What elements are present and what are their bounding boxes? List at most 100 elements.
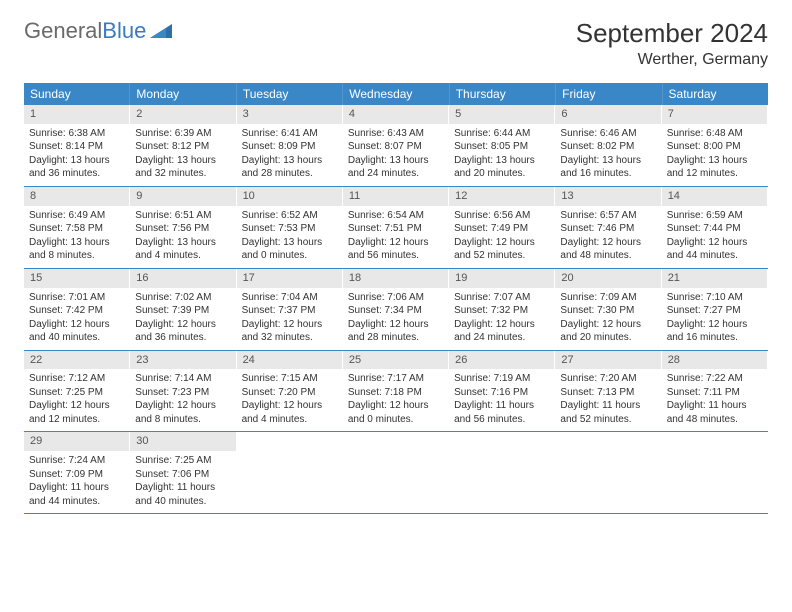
day-number: 16 bbox=[130, 269, 235, 288]
sunset-text: Sunset: 7:51 PM bbox=[348, 222, 443, 236]
sunrise-text: Sunrise: 7:19 AM bbox=[454, 372, 549, 386]
day-body: Sunrise: 6:41 AMSunset: 8:09 PMDaylight:… bbox=[237, 124, 342, 186]
day-number: 25 bbox=[343, 351, 448, 370]
daylight-text: Daylight: 12 hours and 12 minutes. bbox=[29, 399, 124, 426]
day-number: 18 bbox=[343, 269, 448, 288]
daylight-text: Daylight: 12 hours and 8 minutes. bbox=[135, 399, 230, 426]
daylight-text: Daylight: 12 hours and 4 minutes. bbox=[242, 399, 337, 426]
sunrise-text: Sunrise: 6:41 AM bbox=[242, 127, 337, 141]
sunset-text: Sunset: 7:13 PM bbox=[560, 386, 655, 400]
day-cell: 14Sunrise: 6:59 AMSunset: 7:44 PMDayligh… bbox=[662, 187, 768, 268]
sunrise-text: Sunrise: 6:46 AM bbox=[560, 127, 655, 141]
daylight-text: Daylight: 11 hours and 56 minutes. bbox=[454, 399, 549, 426]
logo: GeneralBlue bbox=[24, 18, 172, 44]
sunset-text: Sunset: 8:05 PM bbox=[454, 140, 549, 154]
sunset-text: Sunset: 8:02 PM bbox=[560, 140, 655, 154]
day-cell: 1Sunrise: 6:38 AMSunset: 8:14 PMDaylight… bbox=[24, 105, 130, 186]
daylight-text: Daylight: 11 hours and 40 minutes. bbox=[135, 481, 230, 508]
day-number: 13 bbox=[555, 187, 660, 206]
day-body: Sunrise: 6:39 AMSunset: 8:12 PMDaylight:… bbox=[130, 124, 235, 186]
sunrise-text: Sunrise: 7:14 AM bbox=[135, 372, 230, 386]
sunset-text: Sunset: 7:49 PM bbox=[454, 222, 549, 236]
day-body: Sunrise: 6:48 AMSunset: 8:00 PMDaylight:… bbox=[662, 124, 767, 186]
header: GeneralBlue September 2024 Werther, Germ… bbox=[24, 18, 768, 69]
sunrise-text: Sunrise: 6:44 AM bbox=[454, 127, 549, 141]
calendar: Sunday Monday Tuesday Wednesday Thursday… bbox=[24, 83, 768, 514]
day-cell: 13Sunrise: 6:57 AMSunset: 7:46 PMDayligh… bbox=[555, 187, 661, 268]
sunset-text: Sunset: 7:25 PM bbox=[29, 386, 124, 400]
day-number: 19 bbox=[449, 269, 554, 288]
weekday-friday: Friday bbox=[556, 83, 662, 105]
day-body: Sunrise: 6:59 AMSunset: 7:44 PMDaylight:… bbox=[662, 206, 767, 268]
day-cell: 2Sunrise: 6:39 AMSunset: 8:12 PMDaylight… bbox=[130, 105, 236, 186]
day-number: 17 bbox=[237, 269, 342, 288]
day-number: 23 bbox=[130, 351, 235, 370]
day-body: Sunrise: 7:14 AMSunset: 7:23 PMDaylight:… bbox=[130, 369, 235, 431]
sunset-text: Sunset: 7:46 PM bbox=[560, 222, 655, 236]
sunset-text: Sunset: 7:37 PM bbox=[242, 304, 337, 318]
daylight-text: Daylight: 11 hours and 44 minutes. bbox=[29, 481, 124, 508]
day-cell: 7Sunrise: 6:48 AMSunset: 8:00 PMDaylight… bbox=[662, 105, 768, 186]
sunset-text: Sunset: 8:14 PM bbox=[29, 140, 124, 154]
day-body: Sunrise: 7:01 AMSunset: 7:42 PMDaylight:… bbox=[24, 288, 129, 350]
sunset-text: Sunset: 8:09 PM bbox=[242, 140, 337, 154]
daylight-text: Daylight: 11 hours and 48 minutes. bbox=[667, 399, 762, 426]
day-body: Sunrise: 7:09 AMSunset: 7:30 PMDaylight:… bbox=[555, 288, 660, 350]
daylight-text: Daylight: 12 hours and 40 minutes. bbox=[29, 318, 124, 345]
day-body: Sunrise: 7:17 AMSunset: 7:18 PMDaylight:… bbox=[343, 369, 448, 431]
day-cell bbox=[662, 432, 768, 513]
day-cell: 17 Sunrise: 7:04 AMSunset: 7:37 PMDayligh… bbox=[237, 269, 343, 350]
day-number: 11 bbox=[343, 187, 448, 206]
title-block: September 2024 Werther, Germany bbox=[576, 18, 768, 69]
sunrise-text: Sunrise: 7:15 AM bbox=[242, 372, 337, 386]
sunrise-text: Sunrise: 7:20 AM bbox=[560, 372, 655, 386]
day-cell: 19Sunrise: 7:07 AMSunset: 7:32 PMDayligh… bbox=[449, 269, 555, 350]
day-number: 9 bbox=[130, 187, 235, 206]
weekday-tuesday: Tuesday bbox=[237, 83, 343, 105]
day-body: Sunrise: 6:46 AMSunset: 8:02 PMDaylight:… bbox=[555, 124, 660, 186]
day-number: 30 bbox=[130, 432, 235, 451]
day-cell: 18Sunrise: 7:06 AMSunset: 7:34 PMDayligh… bbox=[343, 269, 449, 350]
week-row: 1Sunrise: 6:38 AMSunset: 8:14 PMDaylight… bbox=[24, 105, 768, 187]
day-number: 15 bbox=[24, 269, 129, 288]
sunrise-text: Sunrise: 7:01 AM bbox=[29, 291, 124, 305]
day-cell: 29Sunrise: 7:24 AMSunset: 7:09 PMDayligh… bbox=[24, 432, 130, 513]
day-body: Sunrise: 6:54 AMSunset: 7:51 PMDaylight:… bbox=[343, 206, 448, 268]
day-body: Sunrise: 7:15 AMSunset: 7:20 PMDaylight:… bbox=[237, 369, 342, 431]
daylight-text: Daylight: 12 hours and 32 minutes. bbox=[242, 318, 337, 345]
sunrise-text: Sunrise: 6:49 AM bbox=[29, 209, 124, 223]
day-number: 3 bbox=[237, 105, 342, 124]
day-body: Sunrise: 6:52 AMSunset: 7:53 PMDaylight:… bbox=[237, 206, 342, 268]
day-cell: 26Sunrise: 7:19 AMSunset: 7:16 PMDayligh… bbox=[449, 351, 555, 432]
calendar-body: 1Sunrise: 6:38 AMSunset: 8:14 PMDaylight… bbox=[24, 105, 768, 514]
day-number: 22 bbox=[24, 351, 129, 370]
sunrise-text: Sunrise: 6:39 AM bbox=[135, 127, 230, 141]
weekday-sunday: Sunday bbox=[24, 83, 130, 105]
sunrise-text: Sunrise: 6:57 AM bbox=[560, 209, 655, 223]
daylight-text: Daylight: 13 hours and 12 minutes. bbox=[667, 154, 762, 181]
day-number: 21 bbox=[662, 269, 767, 288]
day-body: Sunrise: 7:02 AMSunset: 7:39 PMDaylight:… bbox=[130, 288, 235, 350]
daylight-text: Daylight: 13 hours and 36 minutes. bbox=[29, 154, 124, 181]
sunrise-text: Sunrise: 6:38 AM bbox=[29, 127, 124, 141]
sunrise-text: Sunrise: 7:04 AM bbox=[242, 291, 337, 305]
daylight-text: Daylight: 13 hours and 16 minutes. bbox=[560, 154, 655, 181]
day-cell bbox=[343, 432, 449, 513]
weekday-thursday: Thursday bbox=[450, 83, 556, 105]
day-cell: 23Sunrise: 7:14 AMSunset: 7:23 PMDayligh… bbox=[130, 351, 236, 432]
sunrise-text: Sunrise: 6:59 AM bbox=[667, 209, 762, 223]
sunset-text: Sunset: 7:27 PM bbox=[667, 304, 762, 318]
week-row: 22Sunrise: 7:12 AMSunset: 7:25 PMDayligh… bbox=[24, 351, 768, 433]
day-number: 7 bbox=[662, 105, 767, 124]
day-cell: 28Sunrise: 7:22 AMSunset: 7:11 PMDayligh… bbox=[662, 351, 768, 432]
day-cell: 20Sunrise: 7:09 AMSunset: 7:30 PMDayligh… bbox=[555, 269, 661, 350]
daylight-text: Daylight: 13 hours and 32 minutes. bbox=[135, 154, 230, 181]
weekday-header-row: Sunday Monday Tuesday Wednesday Thursday… bbox=[24, 83, 768, 105]
day-cell: 5Sunrise: 6:44 AMSunset: 8:05 PMDaylight… bbox=[449, 105, 555, 186]
sunset-text: Sunset: 8:00 PM bbox=[667, 140, 762, 154]
daylight-text: Daylight: 12 hours and 20 minutes. bbox=[560, 318, 655, 345]
sunset-text: Sunset: 7:11 PM bbox=[667, 386, 762, 400]
sunset-text: Sunset: 7:23 PM bbox=[135, 386, 230, 400]
day-cell: 16Sunrise: 7:02 AMSunset: 7:39 PMDayligh… bbox=[130, 269, 236, 350]
day-number: 24 bbox=[237, 351, 342, 370]
